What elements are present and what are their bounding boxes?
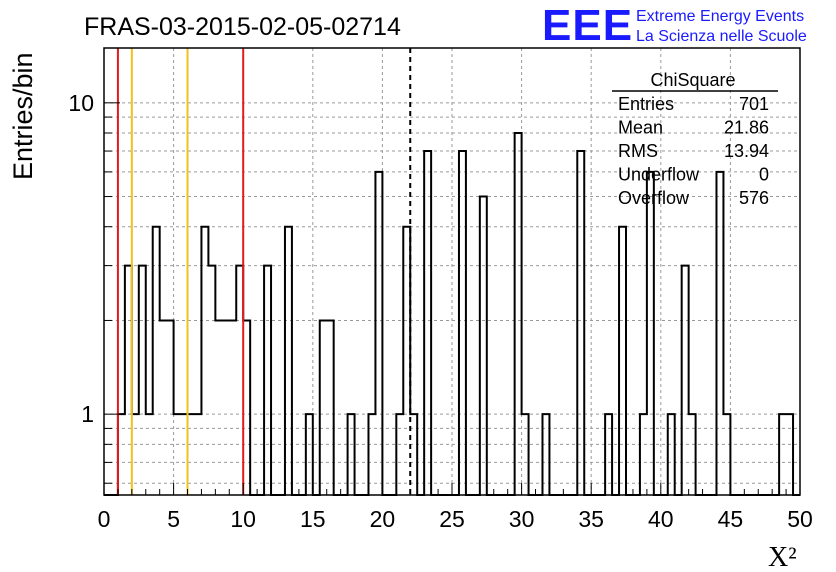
histogram-bin — [167, 320, 174, 495]
stats-row-value: 0 — [759, 165, 769, 185]
logo-line2: La Scienza nelle Scuole — [636, 28, 807, 45]
stats-row-value: 21.86 — [724, 118, 769, 138]
histogram-bin — [577, 151, 584, 495]
histogram-bin — [619, 227, 626, 495]
histogram-bin — [368, 414, 375, 495]
x-tick-label: 50 — [787, 506, 813, 532]
stats-row-value: 701 — [739, 94, 769, 114]
x-tick-label: 45 — [718, 506, 744, 532]
histogram-bin — [306, 414, 313, 495]
stats-row-label: Underflow — [618, 165, 700, 185]
histogram-bin — [188, 414, 195, 495]
x-tick-label: 30 — [509, 506, 535, 532]
histogram-bin — [396, 414, 403, 495]
histogram-bin — [542, 414, 549, 495]
histogram-bin — [285, 227, 292, 495]
histogram-bin — [160, 320, 167, 495]
histogram-bin — [194, 414, 201, 495]
histogram-bin — [201, 227, 208, 495]
y-tick-label: 1 — [81, 401, 94, 427]
x-tick-label: 35 — [578, 506, 604, 532]
histogram-bin — [236, 266, 243, 495]
histogram-bin — [320, 320, 327, 495]
histogram-bin — [403, 227, 410, 495]
axes: 0 5 10 15 20 25 30 35 40 45 50 1 10 — [68, 47, 813, 532]
histogram-bin — [118, 414, 125, 495]
x-tick-label: 15 — [300, 506, 326, 532]
histogram-bin — [480, 197, 487, 495]
histogram-bin — [174, 414, 181, 495]
histogram-bin — [640, 414, 647, 495]
x-tick-label: 0 — [98, 506, 111, 532]
stats-rows: Entries 701 Mean 21.86 RMS 13.94 Underflow 0 Ove… — [618, 94, 769, 208]
histogram-bin — [222, 320, 229, 495]
x-tick-label: 10 — [230, 506, 256, 532]
histogram-bin — [689, 414, 696, 495]
x-tick-label: 40 — [648, 506, 674, 532]
histogram-bin — [181, 414, 188, 495]
histogram-bin — [682, 266, 689, 495]
histogram-bin — [723, 414, 730, 495]
histogram-bin — [522, 414, 529, 495]
histogram-bin — [208, 266, 215, 495]
histogram-bin — [229, 320, 236, 495]
histogram-bin — [132, 414, 139, 495]
histogram-bin — [264, 266, 271, 495]
y-tick-label: 10 — [68, 90, 94, 116]
x-tick-label: 20 — [370, 506, 396, 532]
histogram-bin — [215, 320, 222, 495]
histogram-bin — [515, 133, 522, 495]
chart-title: FRAS-03-2015-02-05-02714 — [84, 13, 401, 41]
histogram-bin — [786, 414, 793, 495]
histogram-bin — [348, 414, 355, 495]
histogram-bin — [779, 414, 786, 495]
histogram-bin — [139, 266, 146, 495]
reference-lines — [116, 48, 412, 495]
stats-row-label: RMS — [618, 141, 658, 161]
histogram-bin — [410, 414, 417, 495]
stats-box: ChiSquare Entries 701 Mean 21.86 RMS 13.94 Und… — [612, 70, 778, 208]
stats-row-label: Overflow — [618, 188, 690, 208]
stats-title: ChiSquare — [650, 70, 735, 90]
histogram-bin — [243, 320, 250, 495]
histogram-bin — [459, 151, 466, 495]
histogram-bin — [153, 227, 160, 495]
histogram-bin — [125, 266, 132, 495]
histogram-bin — [375, 172, 382, 495]
histogram-bin — [668, 414, 675, 495]
x-axis-label: X² — [768, 542, 797, 572]
histogram-bin — [327, 320, 334, 495]
x-tick-label: 25 — [439, 506, 465, 532]
logo-line1: Extreme Energy Events — [636, 8, 804, 25]
stats-row-value: 576 — [739, 188, 769, 208]
stats-row-label: Entries — [618, 94, 674, 114]
logo-mark: EEE — [542, 1, 633, 50]
y-axis-label: Entries/bin — [8, 52, 38, 180]
histogram-bin — [146, 414, 153, 495]
stats-row-label: Mean — [618, 118, 663, 138]
stats-row-value: 13.94 — [724, 141, 769, 161]
x-tick-label: 5 — [167, 506, 180, 532]
histogram-bin — [424, 151, 431, 495]
histogram-bin — [716, 172, 723, 495]
histogram-bin — [647, 172, 654, 495]
histogram-bin — [605, 414, 612, 495]
eee-logo: EEE Extreme Energy Events La Scienza nel… — [542, 1, 807, 50]
